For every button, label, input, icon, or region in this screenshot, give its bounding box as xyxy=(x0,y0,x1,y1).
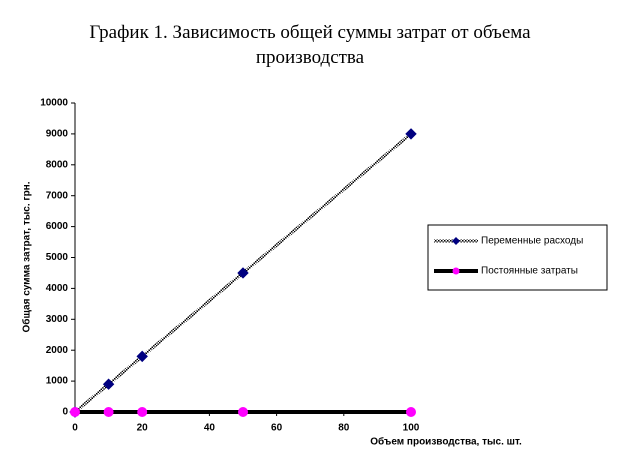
x-tick-label: 0 xyxy=(72,423,78,434)
point xyxy=(70,407,80,417)
y-tick-label: 10000 xyxy=(40,98,68,109)
y-tick-label: 0 xyxy=(62,407,68,418)
y-tick-label: 1000 xyxy=(46,376,69,387)
y-tick-label: 7000 xyxy=(46,190,69,201)
x-axis-label: Объем производства, тыс. шт. xyxy=(370,436,522,448)
y-tick-label: 2000 xyxy=(46,345,69,356)
y-tick-label: 3000 xyxy=(46,314,69,325)
point xyxy=(405,128,417,140)
x-tick-label: 80 xyxy=(338,423,350,434)
legend-box xyxy=(427,224,608,291)
x-tick-label: 100 xyxy=(403,423,420,434)
y-tick-label: 5000 xyxy=(46,252,69,263)
point xyxy=(136,350,148,363)
y-tick-label: 9000 xyxy=(46,129,69,140)
legend-label: Переменные расходы xyxy=(481,236,583,247)
y-axis-label: Общая сумма затрат, тыс. грн. xyxy=(21,181,33,332)
legend-marker xyxy=(452,267,460,275)
x-tick-label: 60 xyxy=(271,423,283,434)
point xyxy=(238,407,248,417)
y-tick-label: 8000 xyxy=(46,159,69,170)
x-tick-label: 40 xyxy=(204,423,216,434)
legend-label: Постоянные затраты xyxy=(481,266,578,277)
point xyxy=(237,267,249,279)
legend-marker xyxy=(452,237,460,245)
y-tick-label: 6000 xyxy=(46,221,69,232)
point xyxy=(406,407,416,417)
chart-title: График 1. Зависимость общей суммы затрат… xyxy=(89,22,531,68)
y-tick-label: 4000 xyxy=(46,283,69,294)
point xyxy=(102,378,115,390)
x-tick-label: 20 xyxy=(137,423,149,434)
point xyxy=(103,407,114,417)
point xyxy=(137,407,148,417)
